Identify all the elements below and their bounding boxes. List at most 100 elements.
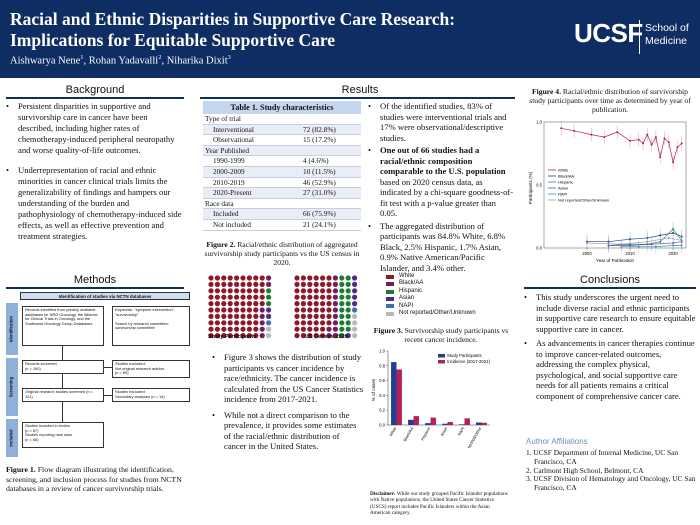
affiliations-list: 1. UCSF Department of Internal Medicine,… xyxy=(526,448,696,493)
table-row: Not included 21 (24.1%) xyxy=(203,220,361,231)
waffle-dot xyxy=(266,313,272,319)
waffle-dot xyxy=(313,288,319,294)
waffle-dot xyxy=(227,301,233,307)
waffle-dot xyxy=(221,333,227,339)
legend-item: Hispanic xyxy=(386,288,498,295)
table-cell-value: 21 (24.1%) xyxy=(303,219,336,229)
disclaimer-label: Disclaimer: xyxy=(370,491,396,497)
legend-label: Black/AA xyxy=(558,173,575,178)
waffle-dot xyxy=(208,320,214,326)
bar xyxy=(459,424,465,425)
legend-label: Not reported/Other/Unknown xyxy=(399,310,476,317)
results-bullet: One out of 66 studies had a racial/ethni… xyxy=(368,145,514,219)
waffle-dot xyxy=(300,294,306,300)
flow-diagram: Identification of studies via NCTN datab… xyxy=(6,290,192,460)
flow-arrow xyxy=(62,402,63,422)
table-row: Type of trial xyxy=(203,114,361,125)
waffle-dot xyxy=(320,313,326,319)
waffle-dot xyxy=(234,294,240,300)
table-cell-label: Year Published xyxy=(205,145,250,155)
waffle-dot xyxy=(246,320,252,326)
legend-label: NAPI xyxy=(399,302,414,309)
waffle-dot xyxy=(246,288,252,294)
legend-swatch xyxy=(386,282,394,287)
table-cell-label: Interventional xyxy=(213,124,254,134)
waffle-dot xyxy=(246,313,252,319)
table-cell-label: 2010-2019 xyxy=(213,177,245,187)
waffle-dot xyxy=(332,301,338,307)
waffle-dot xyxy=(294,320,300,326)
waffle-dot xyxy=(326,294,332,300)
flow-arrow xyxy=(62,346,63,360)
y-tick-label: 0.0 xyxy=(536,246,542,251)
data-point xyxy=(650,143,653,146)
waffle-dot xyxy=(352,320,358,326)
waffle-dot xyxy=(234,301,240,307)
data-point xyxy=(560,127,563,130)
bar xyxy=(391,362,397,425)
data-point xyxy=(667,141,670,144)
waffle-label-census: US Census 2020 xyxy=(305,334,348,340)
legend-label: Study Participants xyxy=(447,353,482,358)
flow-arrow xyxy=(62,374,63,388)
legend-label: Incidence (2017-2021) xyxy=(447,359,491,364)
waffle-dot xyxy=(345,281,351,287)
affiliation-item: 2. Carlmont High School, Belmont, CA xyxy=(526,465,644,475)
waffle-dot xyxy=(221,294,227,300)
table-cell-value: 46 (52.9%) xyxy=(303,177,336,187)
logo-divider xyxy=(639,20,640,54)
x-tick-label: Black/AA xyxy=(402,426,414,443)
x-tick-label: 2020 xyxy=(668,251,678,256)
bar xyxy=(481,422,487,425)
waffle-dot xyxy=(300,288,306,294)
table-cell-value xyxy=(303,114,361,124)
waffle-label-study: Study Participants xyxy=(208,334,257,340)
waffle-dot xyxy=(332,313,338,319)
data-point xyxy=(646,133,649,136)
background-list: Persistent disparities in supportive and… xyxy=(6,101,184,251)
table-cell-value xyxy=(303,146,361,156)
waffle-dot xyxy=(320,307,326,313)
results-bullet: The aggregated distribution of participa… xyxy=(368,221,514,274)
figure-3-notes: Figure 3 shows the distribution of study… xyxy=(212,352,364,457)
table-cell-label: Observational xyxy=(213,135,254,145)
waffle-dot xyxy=(208,275,214,281)
data-point xyxy=(590,133,593,136)
author-name: Niharika Dixit xyxy=(166,55,228,67)
waffle-dot xyxy=(266,281,272,287)
author-name: Aishwarya Nene xyxy=(10,55,81,67)
results-bullet: While not a direct comparison to the pre… xyxy=(212,410,364,452)
section-divider xyxy=(6,287,184,289)
phase-included: Included xyxy=(6,419,18,457)
table-cell-value: 27 (31.0%) xyxy=(303,188,336,198)
study-characteristics-table: Table 1. Study characteristics Type of t… xyxy=(203,101,361,231)
waffle-dot xyxy=(234,288,240,294)
waffle-dot xyxy=(253,307,259,313)
data-point xyxy=(607,244,610,247)
waffle-dot xyxy=(240,301,246,307)
waffle-dot xyxy=(345,313,351,319)
waffle-dot xyxy=(352,275,358,281)
waffle-dot xyxy=(234,326,240,332)
waffle-dot xyxy=(300,326,306,332)
waffle-dot xyxy=(300,313,306,319)
waffle-dot xyxy=(259,307,265,313)
waffle-dot xyxy=(214,326,220,332)
waffle-dot xyxy=(208,307,214,313)
bullet-text: based on 2020 census data, as indicated … xyxy=(380,176,514,219)
phase-screening: Screening xyxy=(6,358,18,416)
disclaimer-text: While our study grouped Pacific Islander… xyxy=(370,491,508,517)
waffle-dot xyxy=(352,326,358,332)
time-line-chart: 0.0 0.5 1.0 2000 2010 2020 Year of Publication… xyxy=(528,120,687,263)
waffle-dot xyxy=(234,333,240,339)
table-row: Included 66 (75.9%) xyxy=(203,209,361,220)
waffle-dot xyxy=(221,275,227,281)
legend-label: Not reported/Other/Unknown xyxy=(558,197,609,202)
waffle-dot xyxy=(294,275,300,281)
results-heading: Results xyxy=(341,84,379,96)
table-row: Observational 15 (17.2%) xyxy=(203,135,361,146)
data-point xyxy=(637,138,640,141)
box-excluded-1: Studies excluded: Not original research … xyxy=(112,360,190,378)
legend-label: Black/AA xyxy=(399,280,424,287)
waffle-dot xyxy=(240,288,246,294)
